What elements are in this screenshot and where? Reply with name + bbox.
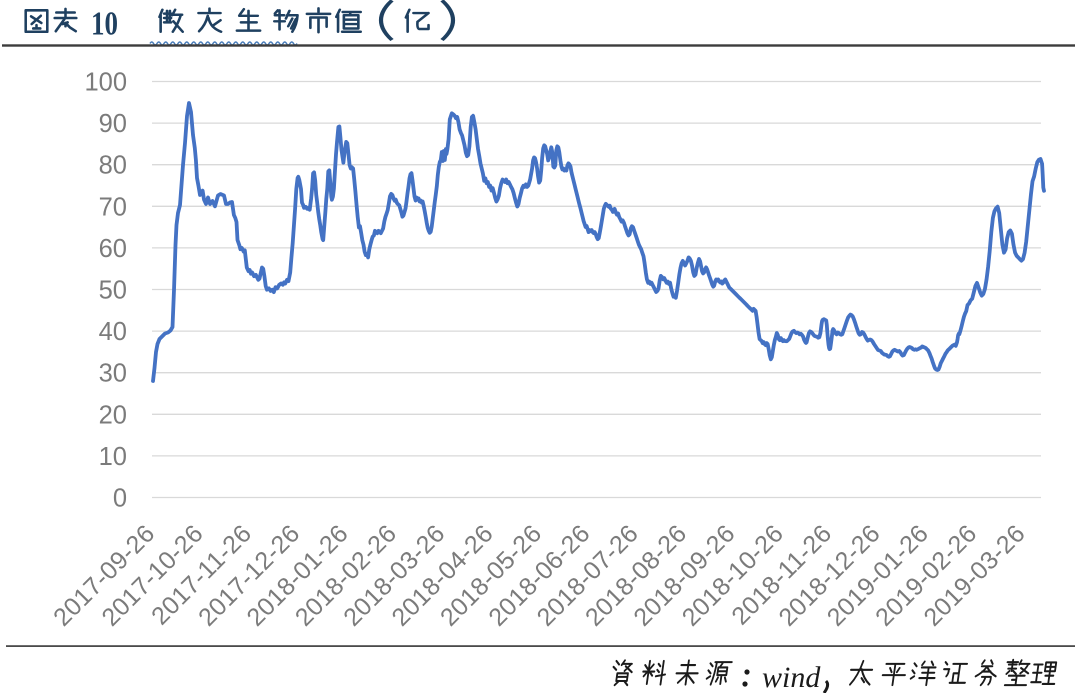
- svg-text:80: 80: [99, 152, 127, 180]
- svg-text:100: 100: [84, 69, 127, 97]
- svg-text:20: 20: [99, 401, 127, 429]
- svg-text:50: 50: [99, 277, 127, 305]
- svg-text:0: 0: [113, 485, 127, 513]
- svg-text:10: 10: [99, 443, 127, 471]
- svg-text:40: 40: [99, 318, 127, 346]
- svg-text:wind: wind: [762, 661, 821, 693]
- svg-text:90: 90: [99, 110, 127, 138]
- svg-text:70: 70: [99, 193, 127, 221]
- svg-text:60: 60: [99, 235, 127, 263]
- svg-text:30: 30: [99, 360, 127, 388]
- svg-text:10: 10: [91, 6, 118, 43]
